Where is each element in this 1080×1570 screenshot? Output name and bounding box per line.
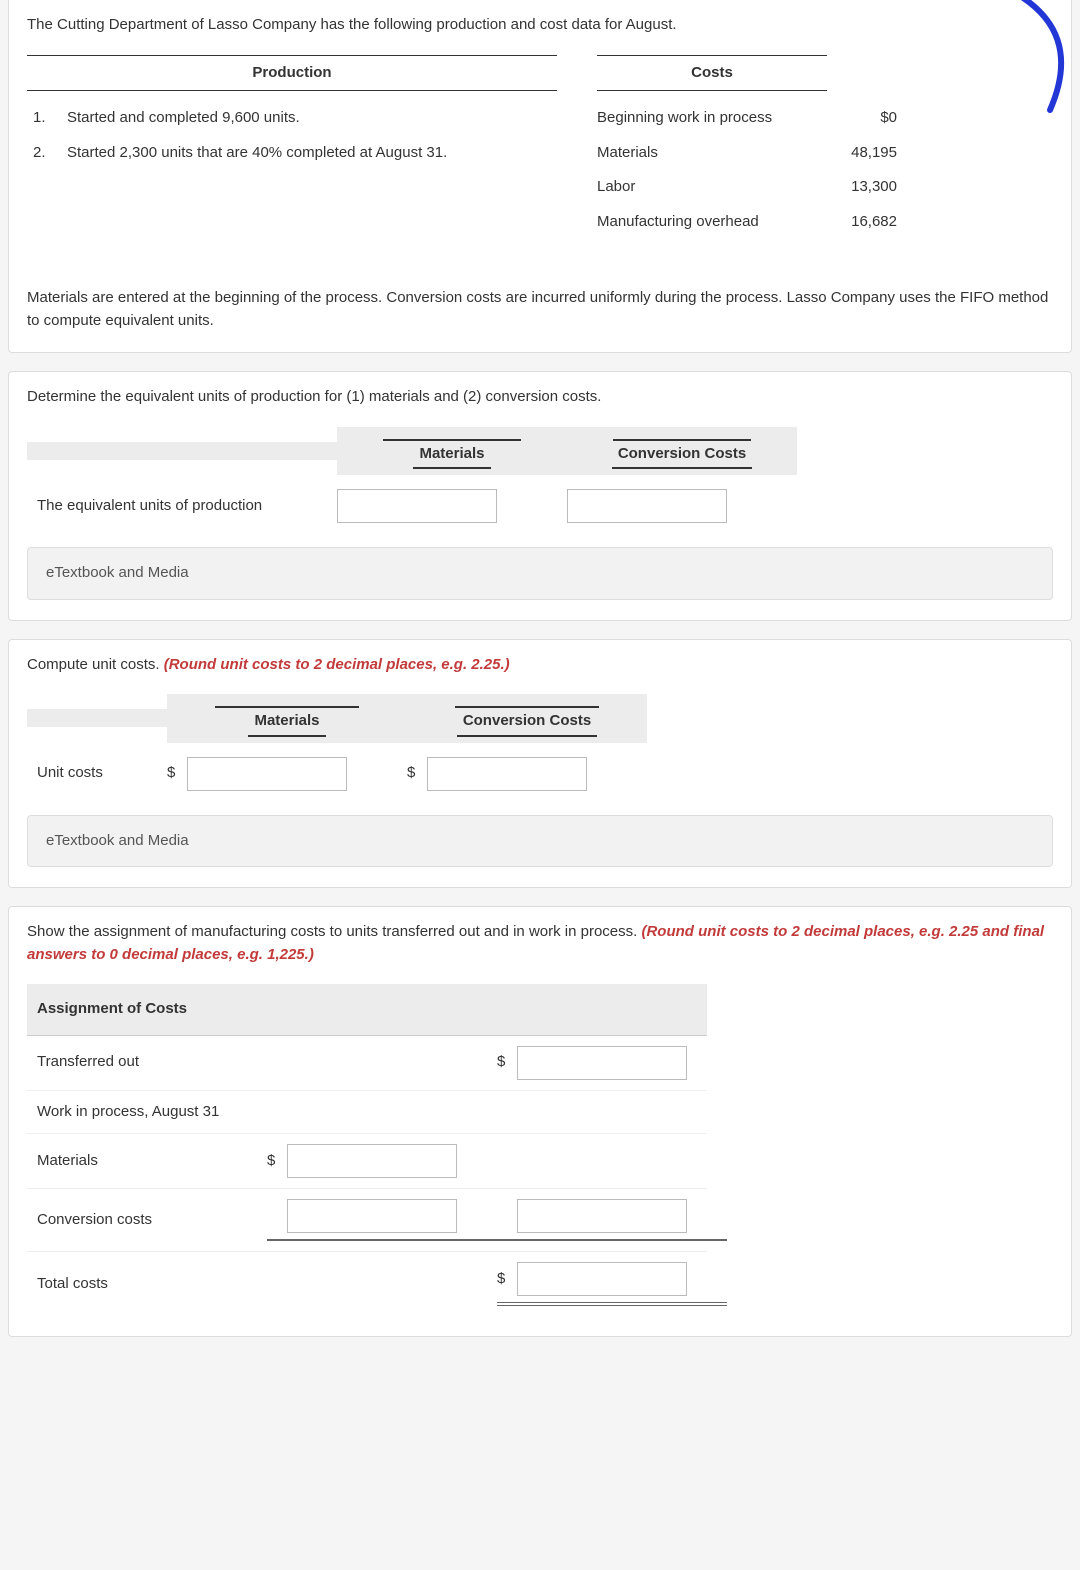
dollar-sign: $: [407, 762, 419, 785]
total-costs-cell: $: [497, 1262, 727, 1306]
eq-units-label: The equivalent units of production: [27, 495, 337, 518]
cost-label: Labor: [597, 176, 797, 199]
production-row-num: 2.: [27, 142, 67, 165]
cost-label: Beginning work in process: [597, 107, 797, 130]
total-costs-input[interactable]: [517, 1262, 687, 1296]
cost-value: 16,682: [797, 211, 897, 234]
data-columns: Production 1. Started and completed 9,60…: [27, 55, 1053, 240]
production-row: 2. Started 2,300 units that are 40% comp…: [27, 136, 557, 171]
conversion-label: Conversion costs: [27, 1209, 267, 1232]
conversion-unit-cost-cell: $: [407, 757, 647, 791]
assignment-table: Assignment of Costs Transferred out $ Wo…: [27, 984, 707, 1316]
dollar-sign: $: [497, 1051, 509, 1074]
costs-column: Costs Beginning work in process $0 Mater…: [597, 55, 897, 240]
total-label: Total costs: [27, 1273, 267, 1296]
materials-eq-units-cell: [337, 489, 567, 523]
blank-header: [27, 709, 167, 727]
transferred-out-row: Transferred out $: [27, 1036, 707, 1091]
dollar-sign: $: [267, 1150, 279, 1173]
conversion-header: Conversion Costs: [407, 694, 647, 743]
materials-cost-cell: $: [267, 1144, 497, 1178]
conversion-cost-cell: [267, 1199, 497, 1241]
equivalent-units-panel: Determine the equivalent units of produc…: [8, 371, 1072, 621]
cost-value: $0: [797, 107, 897, 130]
materials-eq-units-input[interactable]: [337, 489, 497, 523]
cost-row: Materials 48,195: [597, 136, 897, 171]
assignment-panel: Show the assignment of manufacturing cos…: [8, 906, 1072, 1337]
dollar-sign: $: [497, 1268, 509, 1291]
dollar-spacer: [267, 1205, 279, 1228]
unit-costs-label: Unit costs: [27, 762, 167, 785]
transferred-out-label: Transferred out: [27, 1051, 267, 1074]
conversion-row: Conversion costs: [27, 1189, 707, 1252]
problem-panel: The Cutting Department of Lasso Company …: [8, 0, 1072, 353]
production-row-num: 1.: [27, 107, 67, 130]
transferred-out-input[interactable]: [517, 1046, 687, 1080]
cost-row: Manufacturing overhead 16,682: [597, 205, 897, 240]
blank-header: [27, 442, 337, 460]
materials-unit-cost-cell: $: [167, 757, 407, 791]
materials-label: Materials: [27, 1150, 267, 1173]
q2-hint: (Round unit costs to 2 decimal places, e…: [164, 656, 510, 673]
production-row-text: Started and completed 9,600 units.: [67, 107, 300, 130]
total-row: Total costs $: [27, 1252, 707, 1316]
q2-prompt: Compute unit costs. (Round unit costs to…: [27, 654, 1053, 677]
conversion-total-input[interactable]: [517, 1199, 687, 1233]
assignment-header: Assignment of Costs: [27, 984, 707, 1036]
materials-header: Materials: [337, 427, 567, 476]
eq-units-table: Materials Conversion Costs The equivalen…: [27, 427, 1053, 524]
q3-prompt-text: Show the assignment of manufacturing cos…: [27, 923, 641, 940]
etextbook-link[interactable]: eTextbook and Media: [27, 815, 1053, 868]
unit-costs-table: Materials Conversion Costs Unit costs $ …: [27, 694, 1053, 791]
costs-header: Costs: [597, 55, 827, 92]
conversion-total-cell: [497, 1199, 727, 1241]
materials-header: Materials: [167, 694, 407, 743]
wip-label: Work in process, August 31: [27, 1101, 267, 1124]
production-row: 1. Started and completed 9,600 units.: [27, 101, 557, 136]
cost-value: 48,195: [797, 142, 897, 165]
transferred-out-cell: $: [497, 1046, 727, 1080]
q2-prompt-text: Compute unit costs.: [27, 656, 164, 673]
conversion-eq-units-input[interactable]: [567, 489, 727, 523]
conversion-header: Conversion Costs: [567, 427, 797, 476]
conversion-cost-input[interactable]: [287, 1199, 457, 1233]
wip-row: Work in process, August 31: [27, 1091, 707, 1135]
conversion-eq-units-cell: [567, 489, 797, 523]
dollar-spacer: [497, 1205, 509, 1228]
q3-prompt: Show the assignment of manufacturing cos…: [27, 921, 1053, 966]
q1-prompt: Determine the equivalent units of produc…: [27, 386, 1053, 409]
cost-value: 13,300: [797, 176, 897, 199]
dollar-sign: $: [167, 762, 179, 785]
materials-cost-input[interactable]: [287, 1144, 457, 1178]
conversion-unit-cost-input[interactable]: [427, 757, 587, 791]
etextbook-link[interactable]: eTextbook and Media: [27, 547, 1053, 600]
production-header: Production: [27, 55, 557, 92]
production-row-text: Started 2,300 units that are 40% complet…: [67, 142, 447, 165]
materials-row: Materials $: [27, 1134, 707, 1189]
cost-label: Materials: [597, 142, 797, 165]
cost-row: Labor 13,300: [597, 170, 897, 205]
intro-text: The Cutting Department of Lasso Company …: [27, 14, 1053, 37]
materials-unit-cost-input[interactable]: [187, 757, 347, 791]
cost-label: Manufacturing overhead: [597, 211, 797, 234]
cost-row: Beginning work in process $0: [597, 101, 897, 136]
unit-costs-panel: Compute unit costs. (Round unit costs to…: [8, 639, 1072, 889]
note-text: Materials are entered at the beginning o…: [27, 287, 1053, 332]
production-column: Production 1. Started and completed 9,60…: [27, 55, 557, 240]
